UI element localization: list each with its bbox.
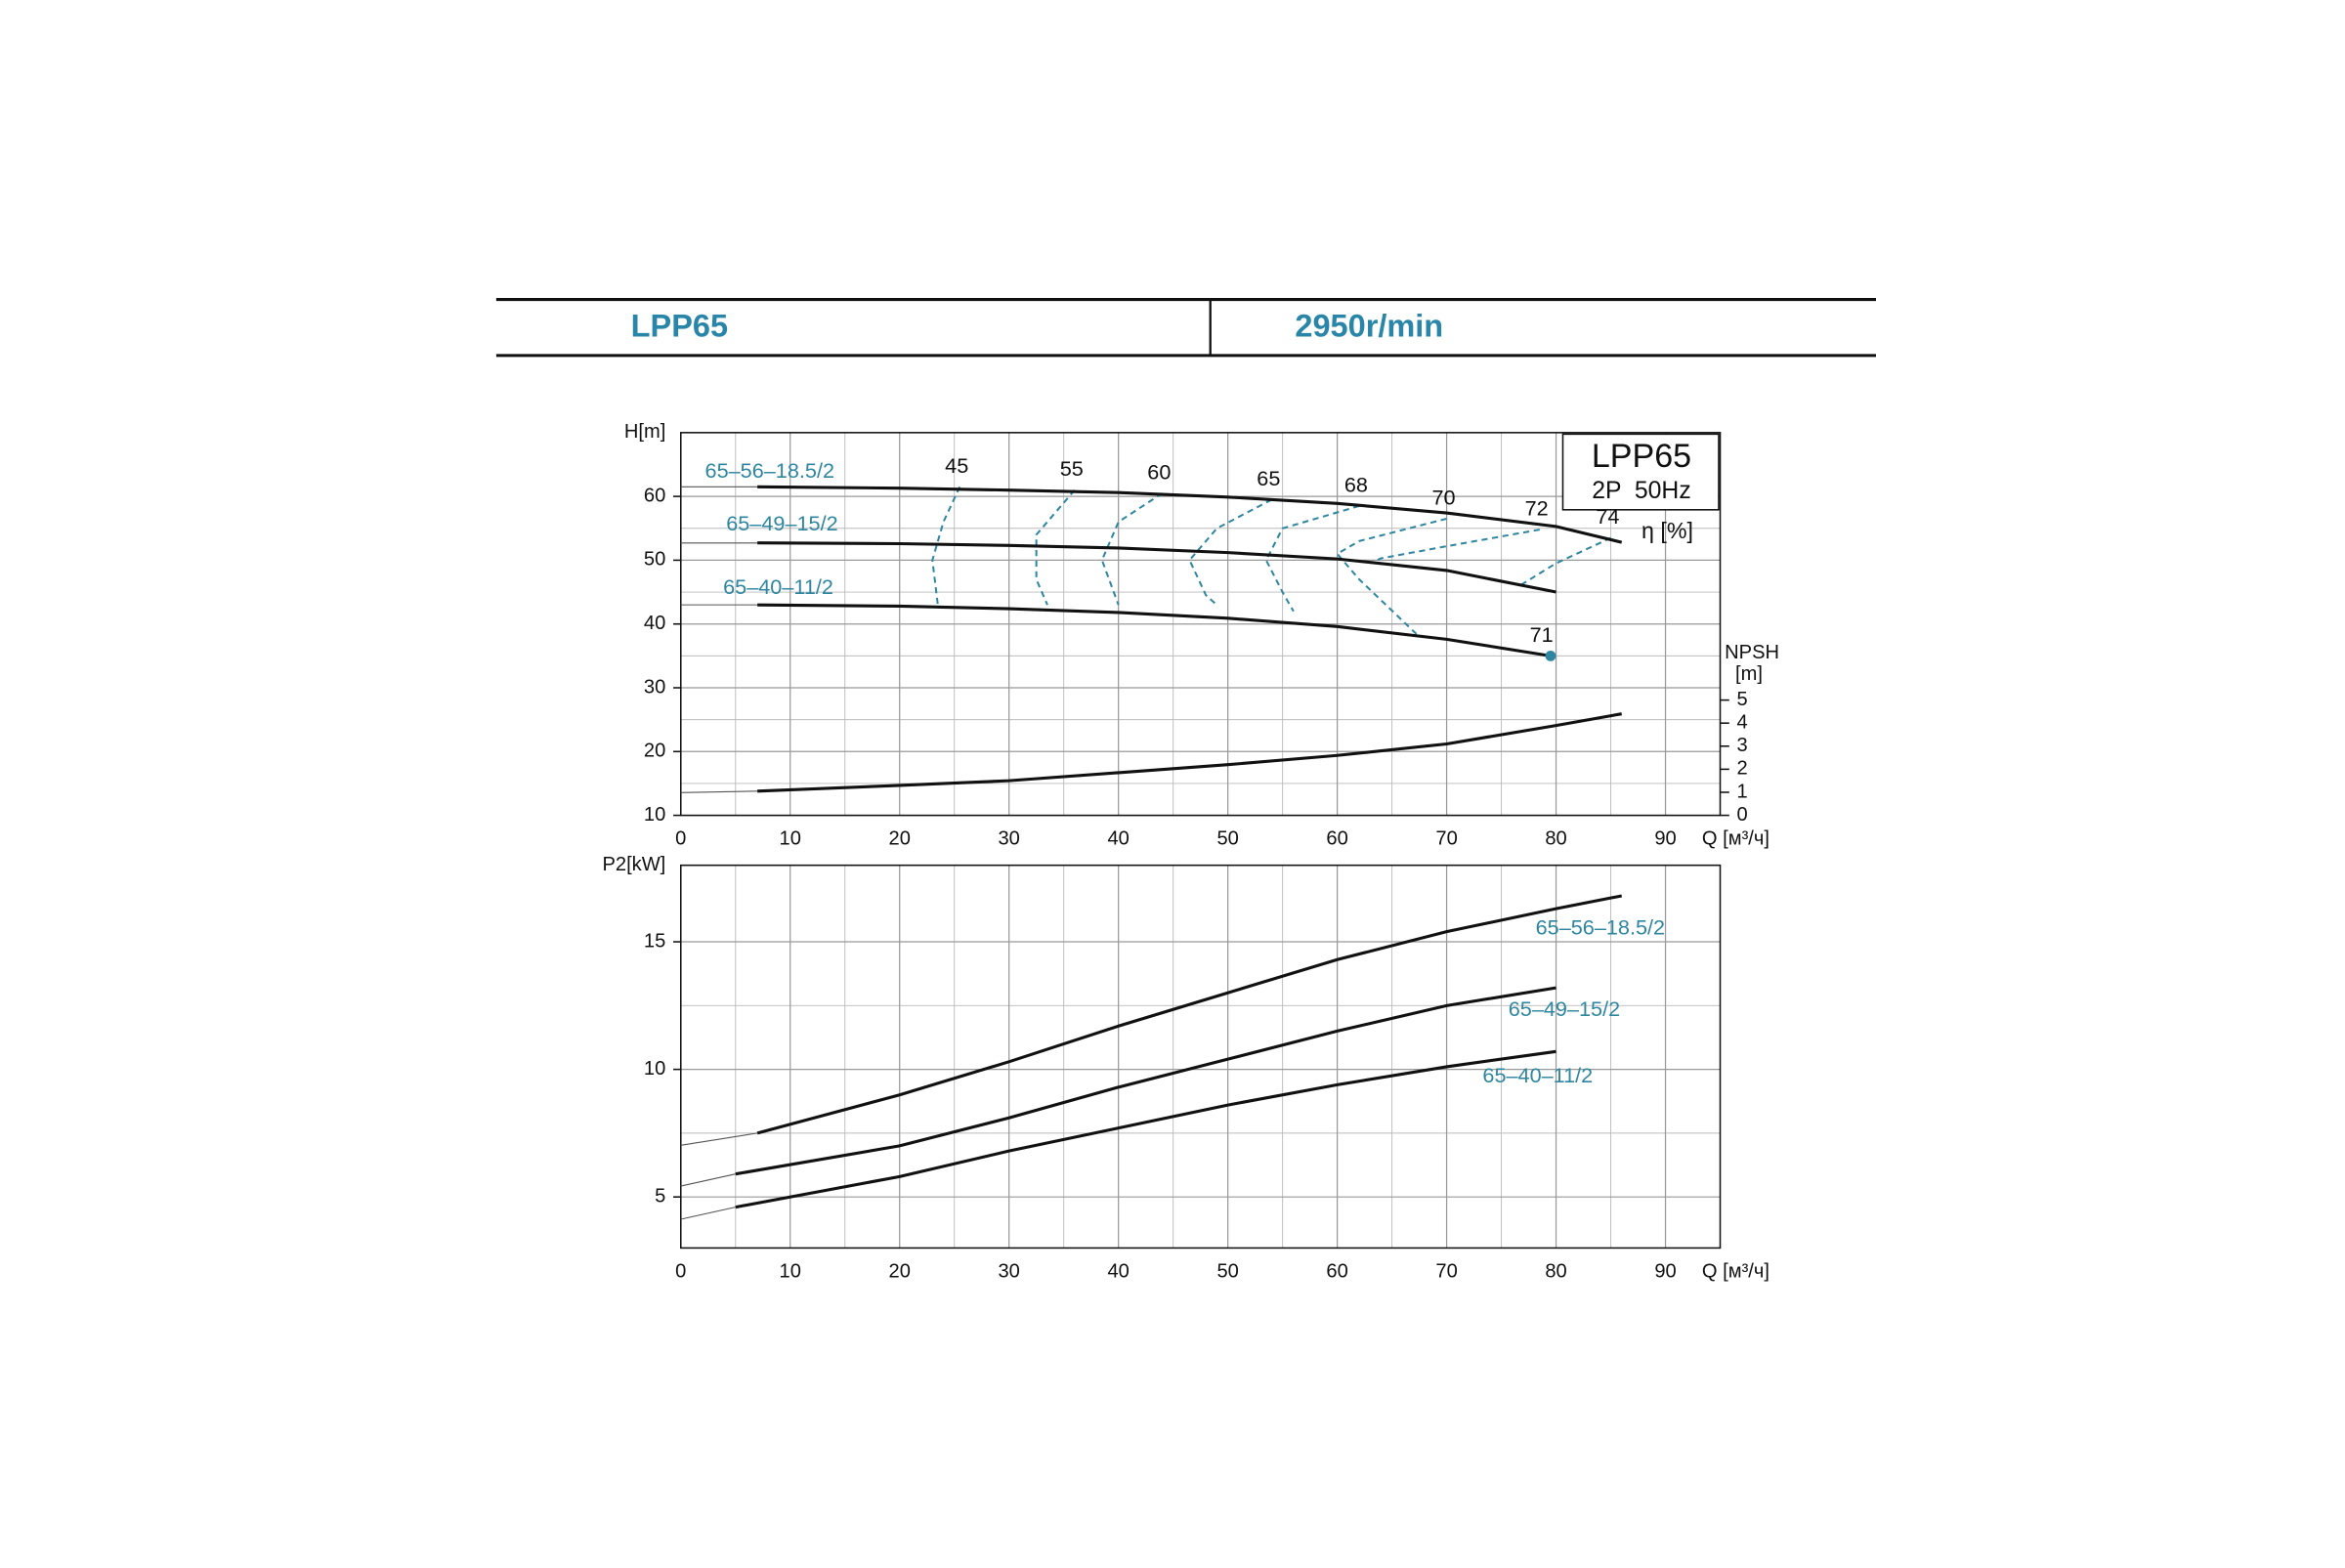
- efficiency-axis-label: η [%]: [1642, 518, 1693, 543]
- efficiency-label: 60: [1147, 459, 1171, 484]
- series-label: 65–40–11/2: [723, 574, 833, 599]
- x-tick-label: 80: [1545, 1261, 1566, 1283]
- y2-tick-label: 0: [1737, 804, 1748, 826]
- y2-axis-label: NPSH: [1725, 642, 1779, 663]
- efficiency-curve: [1264, 504, 1360, 613]
- model-box: [1561, 433, 1720, 511]
- y-tick-label: 10: [644, 1058, 665, 1080]
- efficiency-curve: [931, 486, 961, 606]
- pump-curve: [757, 603, 1552, 657]
- y-tick-label: 5: [655, 1186, 665, 1208]
- y2-tick-label: 1: [1737, 781, 1748, 802]
- y-tick-label: 60: [644, 485, 665, 506]
- y2-tick-label: 2: [1737, 758, 1748, 780]
- point-label: 71: [1530, 622, 1554, 647]
- model-title: LPP65: [631, 309, 728, 344]
- y2-axis-unit: [m]: [1735, 663, 1763, 685]
- y-axis-label: H[m]: [624, 421, 665, 443]
- pump-curve: [735, 986, 1556, 1176]
- x-tick-label: 0: [675, 1261, 686, 1283]
- series-label: 65–49–15/2: [726, 511, 837, 535]
- pump-curve: [756, 894, 1623, 1135]
- x-tick-label: 90: [1654, 1261, 1676, 1283]
- y2-tick-label: 4: [1737, 712, 1748, 734]
- efficiency-curve: [1100, 492, 1164, 606]
- x-tick-label: 40: [1107, 828, 1129, 850]
- series-label: 65–56–18.5/2: [1536, 914, 1665, 939]
- efficiency-label: 65: [1257, 466, 1280, 490]
- x-tick-label: 20: [889, 1261, 911, 1283]
- x-tick-label: 20: [889, 828, 911, 850]
- series-label: 65–56–18.5/2: [705, 458, 834, 483]
- x-tick-label: 70: [1435, 828, 1457, 850]
- x-tick-label: 30: [999, 1261, 1020, 1283]
- efficiency-label: 70: [1431, 486, 1455, 510]
- x-tick-label: 80: [1545, 828, 1566, 850]
- efficiency-label: 45: [945, 453, 968, 478]
- x-tick-label: 50: [1216, 828, 1238, 850]
- y-tick-label: 10: [644, 804, 665, 826]
- y-tick-label: 20: [644, 741, 665, 762]
- x-tick-label: 40: [1107, 1261, 1129, 1283]
- pump-curve: [735, 1049, 1556, 1209]
- efficiency-curve: [1516, 536, 1611, 588]
- efficiency-label: 74: [1596, 504, 1619, 529]
- efficiency-label: 55: [1060, 456, 1084, 481]
- marker-point: [1545, 650, 1556, 661]
- x-tick-label: 60: [1326, 1261, 1347, 1283]
- box-subtitle: 2P 50Hz: [1592, 478, 1690, 504]
- npsh-curve: [757, 712, 1622, 793]
- pump-curve: [757, 541, 1556, 594]
- y-tick-label: 15: [644, 930, 665, 952]
- y2-tick-label: 5: [1737, 689, 1748, 710]
- lead-in-line: [680, 1207, 736, 1220]
- lead-in-line: [680, 790, 758, 793]
- x-tick-label: 30: [999, 828, 1020, 850]
- plot-frame: [679, 432, 1722, 817]
- series-label: 65–49–15/2: [1509, 996, 1620, 1021]
- efficiency-curve: [1369, 529, 1540, 565]
- efficiency-label: 72: [1525, 496, 1549, 521]
- plot-frame: [679, 864, 1722, 1250]
- y-tick-label: 30: [644, 676, 665, 698]
- x-tick-label: 50: [1216, 1261, 1238, 1283]
- lead-in-line: [680, 1132, 758, 1146]
- x-tick-label: 10: [780, 1261, 801, 1283]
- speed-title: 2950r/min: [1295, 309, 1443, 344]
- box-title: LPP65: [1592, 438, 1691, 475]
- lead-in-line: [680, 1173, 736, 1187]
- x-axis-label: Q [м³/ч]: [1702, 828, 1769, 850]
- pump-curve: [757, 485, 1623, 544]
- x-axis-label: Q [м³/ч]: [1702, 1261, 1769, 1283]
- x-tick-label: 90: [1654, 828, 1676, 850]
- y-axis-label: P2[kW]: [602, 854, 665, 875]
- y2-tick-label: 3: [1737, 735, 1748, 756]
- efficiency-curve: [1035, 489, 1076, 606]
- x-tick-label: 10: [780, 828, 801, 850]
- x-tick-label: 0: [675, 828, 686, 850]
- x-tick-label: 60: [1326, 828, 1347, 850]
- x-tick-label: 70: [1435, 1261, 1457, 1283]
- y-tick-label: 40: [644, 613, 665, 634]
- y-tick-label: 50: [644, 549, 665, 571]
- series-label: 65–40–11/2: [1482, 1063, 1593, 1087]
- efficiency-label: 68: [1344, 473, 1368, 497]
